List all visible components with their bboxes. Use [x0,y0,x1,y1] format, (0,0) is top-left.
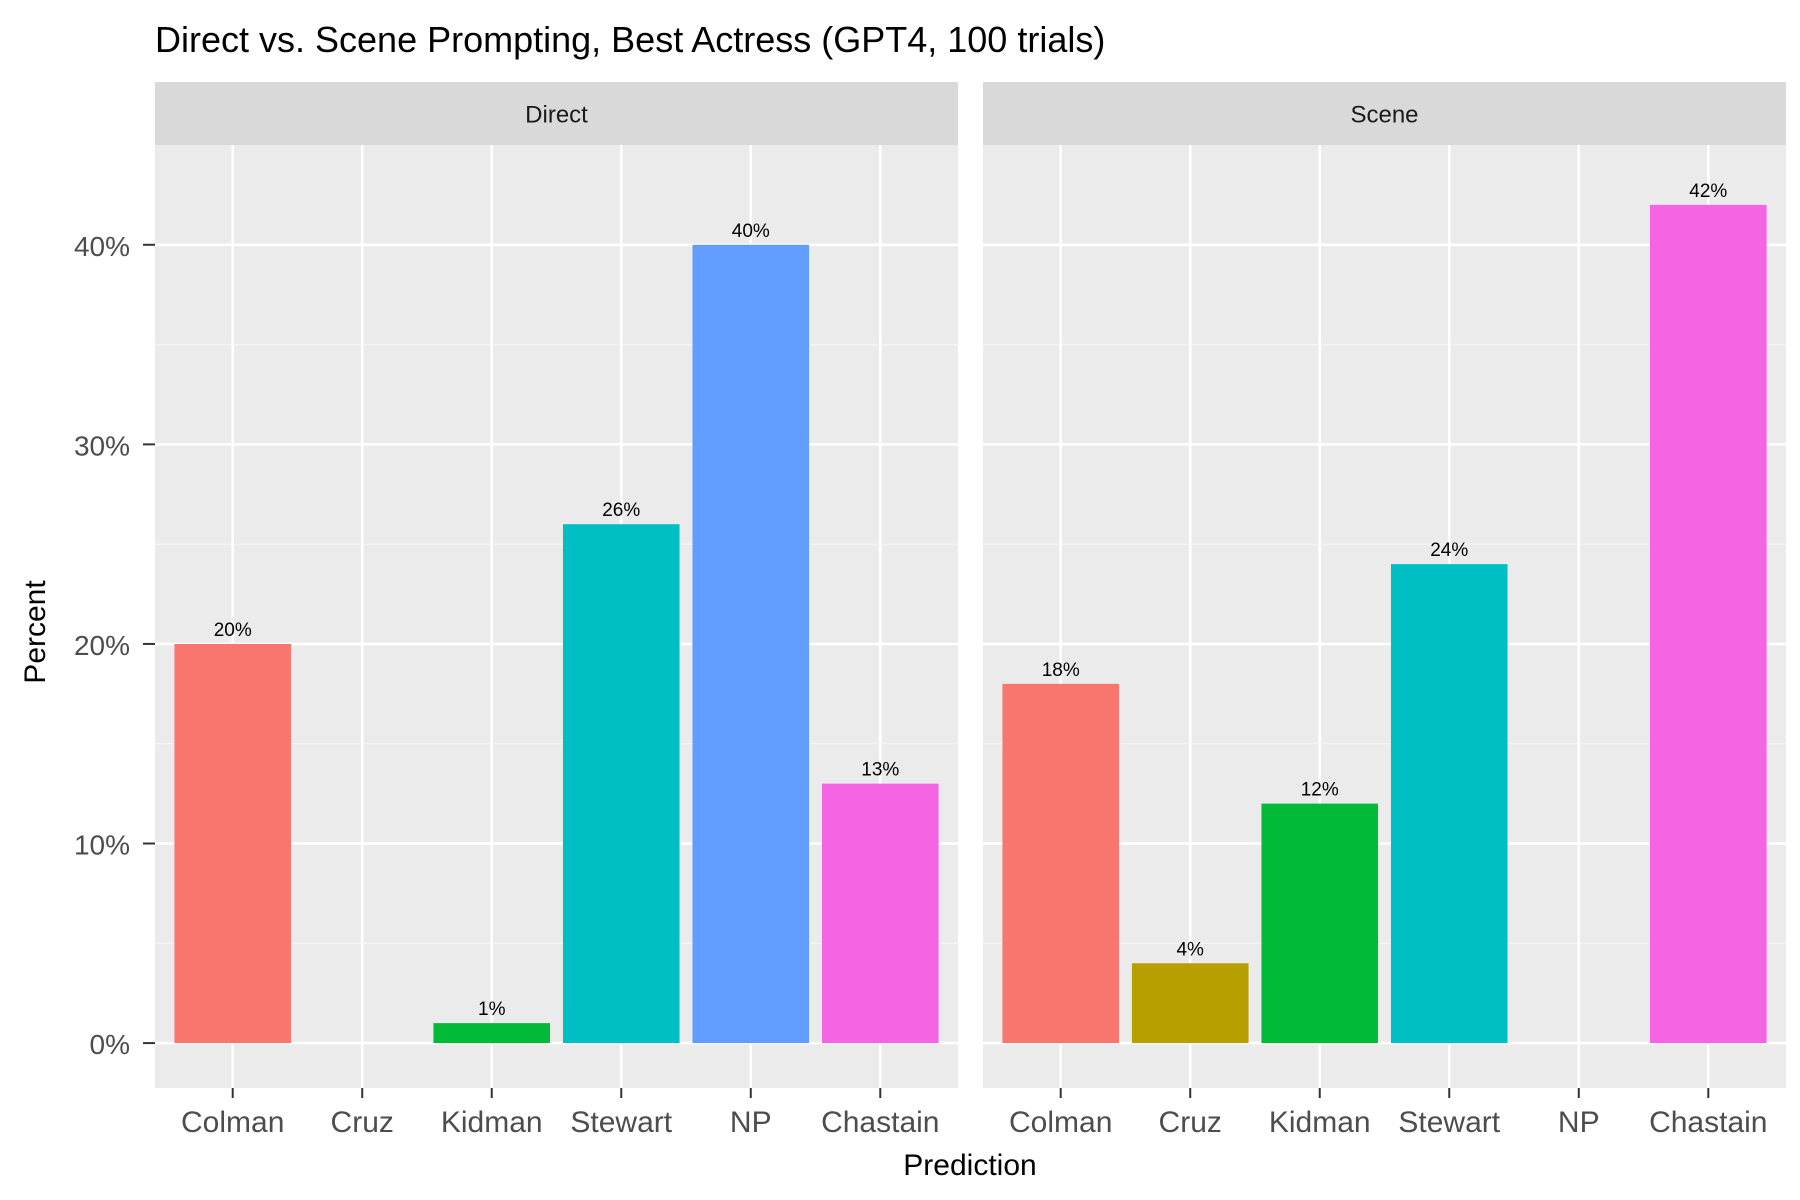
bar-value-label: 42% [1689,181,1727,202]
panel-scene: Scene 18% 4% 12% 24% 42% Colman Cruz Kidman Stewa… [983,82,1786,1139]
plot-area: 0% 10% 20% 30% 40% Direct 20% 1% 26% 40% 13% Colman… [74,82,1786,1139]
x-tick-label: Chastain [821,1106,939,1139]
bar-chastain [1650,204,1767,1044]
bar-value-label: 4% [1176,939,1204,960]
bar-value-label: 26% [602,500,640,521]
x-tick-label: NP [730,1106,772,1139]
x-tick-label: NP [1558,1106,1600,1139]
x-tick-label: Stewart [570,1106,672,1139]
bar-value-label: 20% [214,620,252,641]
bar-stewart [1390,564,1508,1044]
bar-cruz [1131,963,1249,1044]
y-tick-label: 20% [74,630,130,661]
bar-np [692,244,810,1044]
bar-colman [174,643,291,1044]
x-axis-title: Prediction [903,1149,1036,1182]
x-tick-label: Colman [1009,1106,1112,1139]
x-tick-label: Colman [181,1106,284,1139]
panel-direct: Direct 20% 1% 26% 40% 13% Colman Cruz Kidman Stew… [155,82,958,1139]
bar-kidman [433,1023,551,1044]
y-tick-label: 30% [74,430,130,461]
x-tick-label: Kidman [1269,1106,1371,1139]
x-tick-label: Cruz [331,1106,394,1139]
bar-value-label: 40% [732,221,770,242]
y-tick-label: 10% [74,830,130,861]
bar-chastain [822,783,939,1044]
bar-value-label: 24% [1430,540,1468,561]
y-axis-title: Percent [19,580,52,684]
facet-strip-label: Direct [525,102,588,129]
facet-strip [155,82,958,145]
x-tick-label: Stewart [1398,1106,1500,1139]
bar-value-label: 18% [1042,660,1080,681]
facet-strip [983,82,1786,145]
bar-value-label: 1% [478,999,506,1020]
x-tick-label: Kidman [441,1106,543,1139]
bar-stewart [562,524,680,1044]
facet-strip-label: Scene [1350,102,1418,129]
y-tick-label: 0% [90,1029,130,1060]
bar-colman [1002,683,1119,1044]
bar-value-label: 13% [861,760,899,781]
x-tick-label: Cruz [1159,1106,1222,1139]
x-tick-label: Chastain [1649,1106,1767,1139]
y-tick-label: 40% [74,231,130,262]
chart-title: Direct vs. Scene Prompting, Best Actress… [155,19,1105,60]
bar-value-label: 12% [1301,780,1339,801]
bar-kidman [1261,803,1379,1044]
